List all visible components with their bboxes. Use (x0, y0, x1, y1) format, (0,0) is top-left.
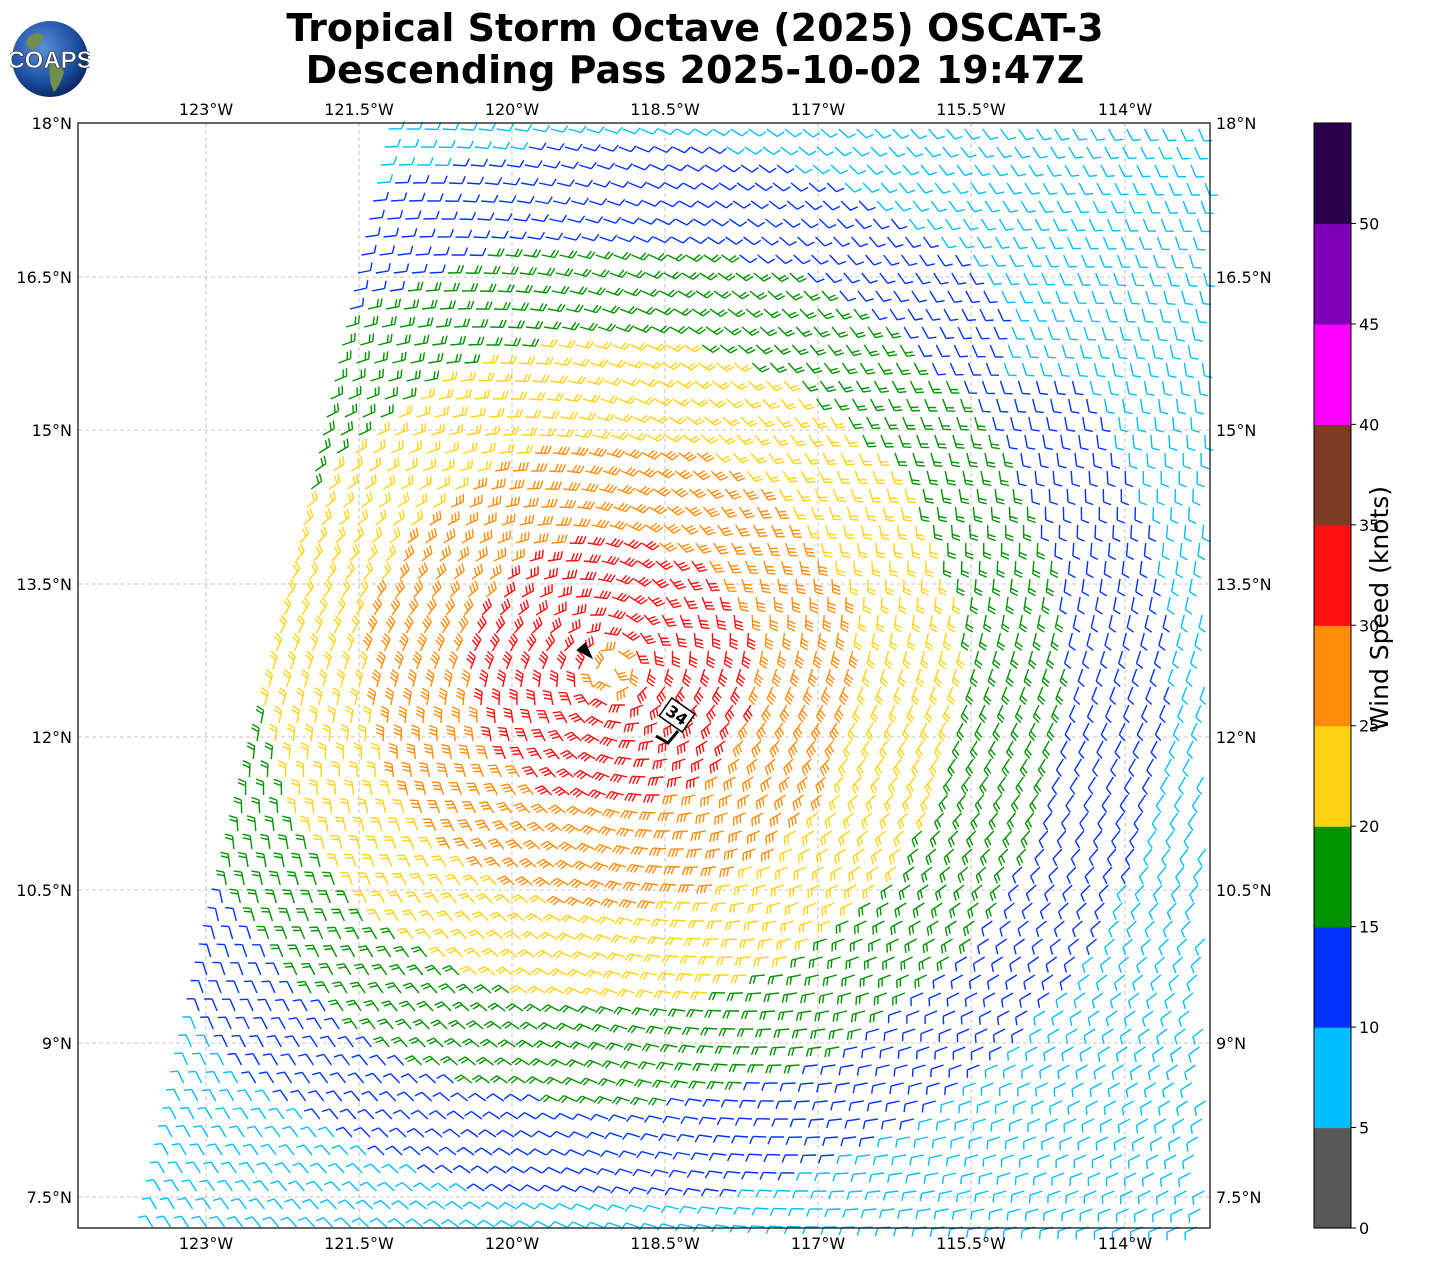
colorbar-segment (1314, 223, 1351, 325)
lat-lon-grid (78, 123, 1210, 1228)
lon-tick-label-top: 123°W (179, 100, 234, 119)
lon-tick-label-top: 118.5°W (630, 100, 700, 119)
lat-tick-label-left: 12°N (32, 728, 72, 747)
colorbar-segment (1314, 826, 1351, 928)
lat-tick-label-right: 9°N (1216, 1034, 1246, 1053)
wind-radius-arrow (655, 730, 680, 745)
lon-tick-label-top: 121.5°W (324, 100, 394, 119)
colorbar-tick-label: 35 (1359, 516, 1379, 535)
lat-tick-label-left: 15°N (32, 421, 72, 440)
colorbar-tick-label: 45 (1359, 315, 1379, 334)
colorbar-tick-label: 20 (1359, 817, 1379, 836)
lon-tick-label-top: 114°W (1098, 100, 1153, 119)
colorbar-tick-label: 30 (1359, 616, 1379, 635)
coaps-logo-text: COAPS (10, 47, 90, 74)
colorbar-label: Wind Speed (knots) (1365, 485, 1394, 731)
lon-tick-label-bottom: 120°W (485, 1234, 540, 1253)
axis-tick-labels: 123°W 123°W 121.5°W 121.5°W 120°W 120°W 118.5°… (16, 100, 1271, 1253)
colorbar-segment (1314, 1127, 1351, 1229)
lat-tick-label-right: 12°N (1216, 728, 1256, 747)
wind-radius-label: 34 (658, 696, 696, 734)
colorbar-tick-label: 50 (1359, 214, 1379, 233)
lon-tick-label-top: 120°W (485, 100, 540, 119)
lon-tick-label-bottom: 115.5°W (936, 1234, 1006, 1253)
lon-tick-label-top: 115.5°W (936, 100, 1006, 119)
lat-tick-label-left: 9°N (42, 1034, 72, 1053)
colorbar-segment (1314, 424, 1351, 526)
map-frame (77, 122, 1211, 1229)
lon-tick-label-bottom: 123°W (179, 1234, 234, 1253)
colorbar-tick-label: 0 (1359, 1219, 1369, 1238)
wind-speed-colorbar: 0 5 10 15 20 25 30 35 40 45 50 (1313, 122, 1379, 1238)
lat-tick-label-left: 7.5°N (27, 1188, 72, 1207)
lon-tick-label-top: 117°W (791, 100, 846, 119)
lat-tick-label-right: 7.5°N (1216, 1188, 1261, 1207)
colorbar-tick-label: 15 (1359, 918, 1379, 937)
map-title-line-2: Descending Pass 2025-10-02 19:47Z (305, 48, 1085, 92)
map-title-line-1: Tropical Storm Octave (2025) OSCAT-3 (286, 6, 1104, 50)
lat-tick-label-right: 13.5°N (1216, 575, 1272, 594)
colorbar-segment (1314, 725, 1351, 827)
colorbar-segment (1314, 1027, 1351, 1129)
lat-tick-label-right: 15°N (1216, 421, 1256, 440)
storm-center-marker (576, 642, 680, 745)
lat-tick-label-right: 18°N (1216, 114, 1256, 133)
colorbar-tick-label: 25 (1359, 717, 1379, 736)
lat-tick-label-left: 16.5°N (16, 268, 72, 287)
lat-tick-label-right: 16.5°N (1216, 268, 1272, 287)
colorbar-segment (1314, 625, 1351, 727)
lat-tick-label-left: 18°N (32, 114, 72, 133)
coaps-logo: COAPS (10, 21, 90, 97)
lat-tick-label-left: 10.5°N (16, 881, 72, 900)
colorbar-segment (1314, 524, 1351, 626)
lat-tick-label-left: 13.5°N (16, 575, 72, 594)
lon-tick-label-bottom: 118.5°W (630, 1234, 700, 1253)
colorbar-segment (1314, 926, 1351, 1028)
lon-tick-label-bottom: 117°W (791, 1234, 846, 1253)
colorbar-tick-label: 10 (1359, 1018, 1379, 1037)
lat-tick-label-right: 10.5°N (1216, 881, 1272, 900)
colorbar-tick-label: 40 (1359, 415, 1379, 434)
colorbar-segment (1314, 123, 1351, 225)
wind-barbs-layer (137, 120, 1218, 1241)
lon-tick-label-bottom: 114°W (1098, 1234, 1153, 1253)
lon-tick-label-bottom: 121.5°W (324, 1234, 394, 1253)
colorbar-tick-label: 5 (1359, 1119, 1369, 1138)
colorbar-segment (1314, 323, 1351, 425)
